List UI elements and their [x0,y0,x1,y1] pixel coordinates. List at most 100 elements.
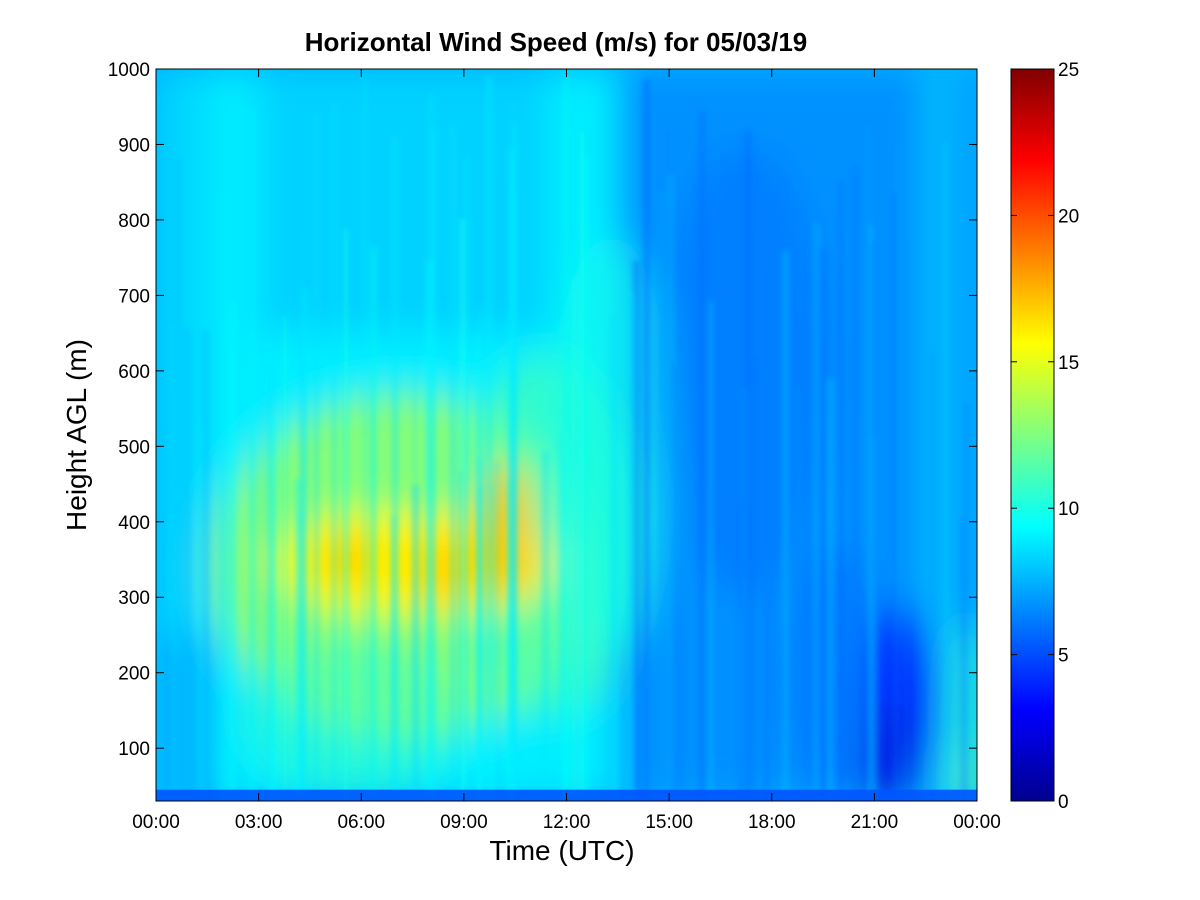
heatmap-cell [752,356,757,801]
heatmap-cell [632,260,641,801]
heatmap-cell [260,115,263,801]
heatmap-cell [647,497,651,801]
colorbar-tick-label: 25 [1058,60,1079,81]
heatmap-cell [459,218,467,801]
heatmap-cell [266,366,273,801]
heatmap-cell [610,317,619,801]
heatmap-cell [413,346,417,801]
y-axis-label: Height AGL (m) [61,339,92,531]
heatmap-cell [570,275,577,801]
heatmap-cell [183,327,191,801]
heatmap-cell [157,380,163,801]
heatmap-cell [249,107,256,801]
heatmap-cell [614,386,617,801]
x-axis-label: Time (UTC) [489,835,634,866]
heatmap-cell [175,156,182,801]
heatmap-cell [625,294,634,801]
heatmap-cell [465,155,469,801]
y-tick-label: 200 [118,664,150,685]
heatmap-cell [582,154,588,801]
heatmap-cell [425,260,432,801]
heatmap-cell [343,414,347,801]
y-tick-label: 700 [118,286,150,307]
heatmap-cell [708,301,713,801]
heatmap-cell [867,126,871,801]
x-tick-label: 00:00 [953,812,1001,833]
heatmap-cell [964,403,968,801]
heatmap-cell [496,461,500,801]
x-axis-ticks: 00:00 03:00 06:00 09:00 12:00 15:00 18:00 21:00… [132,69,1001,833]
heatmap-cell [738,498,742,801]
x-tick-label: 18:00 [748,812,796,833]
colorbar-tick-label: 15 [1058,353,1079,374]
y-axis-ticks: 100 200 300 400 500 600 700 800 900 1000 [108,60,977,760]
heatmap-cell [960,517,964,801]
y-tick-label: 400 [118,513,150,534]
colorbar-frame [1010,68,1055,802]
colorbar-tick-label: 5 [1058,646,1069,667]
heatmap-cell [450,124,456,801]
y-tick-label: 600 [118,362,150,383]
heatmap-cell [810,237,813,801]
chart-title: Horizontal Wind Speed (m/s) for 05/03/19 [305,27,808,57]
heatmap-cell [667,128,671,801]
heatmap-cell [796,388,799,801]
heatmap-cell [202,330,210,801]
heatmap-cell [813,223,821,801]
x-tick-label: 21:00 [851,812,899,833]
y-tick-label: 900 [118,135,150,156]
x-tick-label: 15:00 [645,812,693,833]
heatmap-cell [744,130,752,801]
heatmap-cell [491,483,494,801]
colorbar-tick-label: 10 [1058,499,1079,520]
y-tick-label: 800 [118,211,150,232]
heatmap-cell [827,378,834,801]
heatmap-cell [301,288,309,801]
heatmap-cell [228,302,236,801]
heatmap-cell [904,246,907,801]
heatmap-cell [579,131,585,801]
y-tick-label: 100 [118,739,150,760]
heatmap-cell [891,192,896,801]
heatmap-cell [559,436,563,801]
x-tick-label: 12:00 [543,812,591,833]
heatmap-cell [643,80,648,801]
heatmap-cell [485,76,493,801]
heatmap-cell [741,477,746,801]
heatmap-cell [508,149,514,801]
heatmap-cell [672,363,676,801]
heatmap-cell [363,75,367,801]
heatmap-cell [763,233,770,801]
heatmap-cell [476,334,480,801]
heatmap-cell [298,509,304,801]
heatmap-cell [871,435,877,801]
heatmap-cell [477,486,484,801]
heatmap-cell [270,417,278,801]
heatmap-cell [681,452,683,801]
colorbar-ticks: 0 5 10 15 20 25 [1011,60,1079,813]
heatmap-cell [839,180,843,801]
heatmap-cell [658,189,665,801]
heatmap-cell [474,461,536,598]
heatmap-cell [699,111,706,801]
x-tick-label: 00:00 [132,812,180,833]
heatmap-cell [818,248,826,801]
heatmap-cell [283,316,288,801]
heatmap-cell [458,471,461,801]
heatmap-cell [198,425,203,801]
heatmap-cell [332,103,337,801]
heatmap-cell [509,187,518,801]
colorbar [1011,69,1054,801]
heatmap-cell [930,350,936,801]
heatmap-field [156,69,977,801]
y-tick-label: 1000 [108,60,150,81]
heatmap-cell [432,127,437,801]
y-tick-label: 300 [118,588,150,609]
heatmap-cell [219,187,228,801]
x-tick-label: 09:00 [440,812,488,833]
heatmap-cell [644,78,651,801]
heatmap-smooth-layer [156,69,977,801]
heatmap-cell [781,249,790,801]
